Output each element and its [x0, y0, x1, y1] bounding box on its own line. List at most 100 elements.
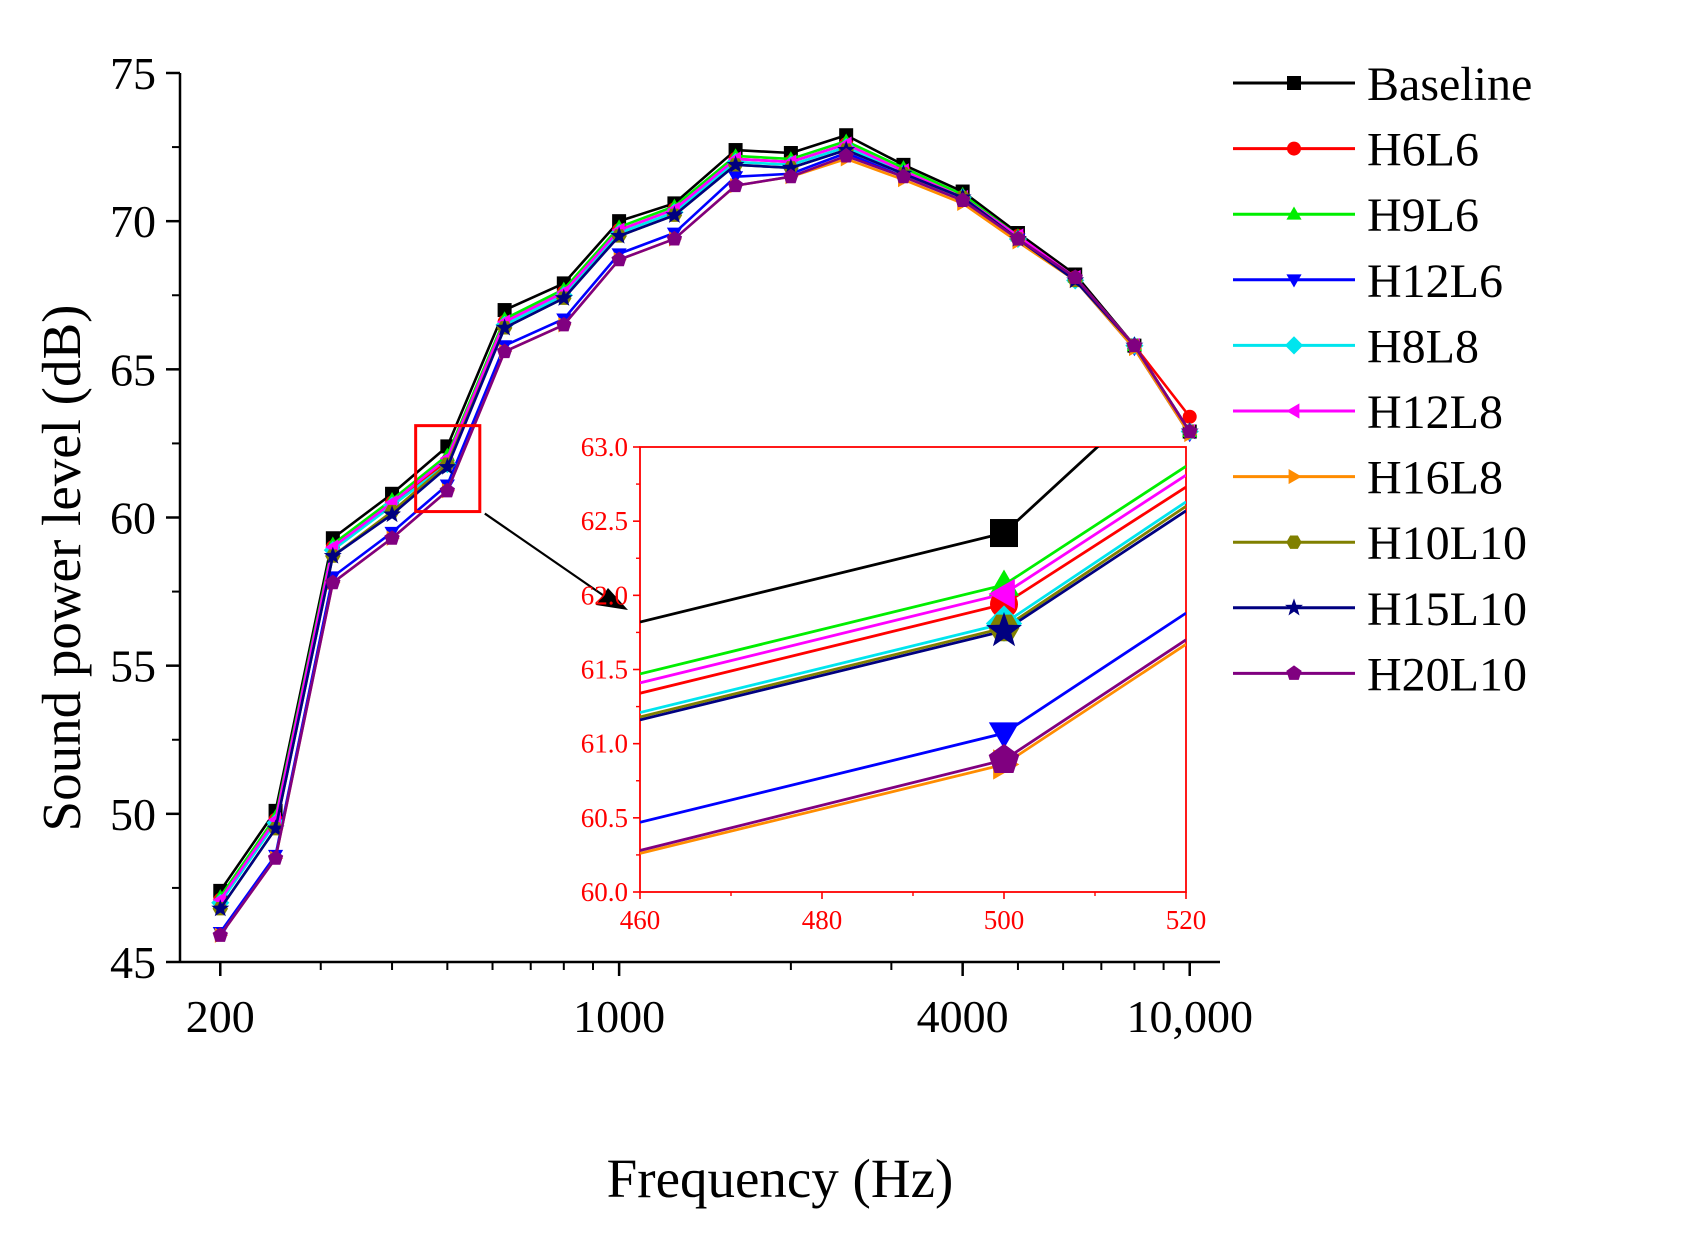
- data-point: [895, 168, 912, 184]
- data-point: [325, 574, 341, 590]
- data-point: [1067, 269, 1083, 284]
- main-plot: 45 50 55 60 65 70 75 200 1000 4000 10,000: [110, 48, 1253, 1042]
- x-tick-label: 10,000: [1126, 991, 1253, 1042]
- x-tick-label: 1000: [573, 991, 665, 1042]
- legend-marker: [1284, 336, 1304, 355]
- legend-marker: [1287, 141, 1301, 156]
- legend-marker: [1286, 206, 1302, 220]
- zoom-arrow-line: [484, 512, 611, 601]
- inset-y-tick-label: 61.5: [581, 655, 628, 685]
- legend-item: Baseline: [1233, 58, 1532, 111]
- legend-label: H16L8: [1367, 452, 1503, 505]
- data-point: [1182, 409, 1197, 424]
- legend-item: H16L8: [1233, 452, 1503, 505]
- data-point: [384, 530, 400, 545]
- data-point: [726, 155, 745, 173]
- inset-data-point: [988, 743, 1020, 774]
- inset-x-tick-label: 480: [802, 905, 843, 935]
- data-point: [438, 457, 457, 475]
- data-point: [266, 819, 285, 837]
- series-line: [219, 154, 1191, 937]
- legend-item: H10L10: [1233, 517, 1527, 570]
- y-tick-label: 55: [110, 641, 156, 692]
- data-point: [554, 288, 573, 306]
- data-point: [1182, 423, 1198, 439]
- legend-item: H12L8: [1233, 386, 1503, 439]
- legend-marker: [1286, 535, 1302, 549]
- legend-label: H12L8: [1367, 386, 1503, 439]
- inset-data-point: [990, 519, 1018, 548]
- zoom-box: [414, 424, 482, 514]
- legend-item: H15L10: [1233, 583, 1527, 636]
- data-point: [211, 899, 230, 917]
- x-tick-label: 200: [186, 991, 255, 1042]
- x-tick-label: 4000: [917, 991, 1009, 1042]
- y-tick-label: 75: [110, 48, 156, 99]
- data-point: [610, 226, 629, 244]
- legend-label: H9L6: [1367, 189, 1479, 242]
- legend-marker: [1287, 76, 1301, 90]
- legend-marker: [1286, 274, 1302, 288]
- inset-x-tick-label: 500: [984, 905, 1025, 935]
- inset-y-tick-label: 62.0: [581, 580, 628, 610]
- data-point: [439, 482, 455, 498]
- data-point: [495, 318, 514, 336]
- inset-y-tick-label: 62.5: [581, 506, 628, 536]
- inset-plot: 60.0 60.5 61.0 61.5 62.0 62.5 63.0 460 480 500 520: [581, 432, 1207, 935]
- data-point: [267, 850, 284, 865]
- inset-y-tick-label: 63.0: [581, 432, 628, 462]
- legend-label: Baseline: [1367, 58, 1532, 111]
- data-point: [1010, 230, 1026, 246]
- x-axis-label: Frequency (Hz): [607, 1148, 954, 1209]
- legend-label: H10L10: [1367, 517, 1527, 570]
- inset-data-point: [988, 722, 1020, 749]
- legend-label: H6L6: [1367, 124, 1479, 177]
- data-point: [496, 343, 513, 359]
- data-point: [611, 251, 627, 267]
- legend-marker: [1288, 469, 1302, 485]
- data-point: [666, 230, 683, 246]
- y-axis-label: Sound power level (dB): [31, 305, 92, 832]
- data-point: [781, 158, 800, 176]
- legend-label: H8L8: [1367, 320, 1479, 373]
- legend-item: H9L6: [1233, 189, 1479, 242]
- inset-frame: [639, 446, 1187, 893]
- zoom-arrow-head: [596, 588, 628, 610]
- data-point: [838, 147, 854, 163]
- zoom-marker: [414, 424, 628, 610]
- y-tick-label: 60: [110, 493, 156, 544]
- series-h20l10: [212, 147, 1198, 942]
- legend: Baseline H6L6 H9L6 H12L6 H8L8 H12L8 H16L8 H10L1…: [1233, 58, 1532, 701]
- data-point: [783, 168, 799, 184]
- y-tick-label: 70: [110, 196, 156, 247]
- inset-x-tick-label: 520: [1166, 905, 1207, 935]
- data-point: [383, 505, 402, 523]
- data-point: [212, 927, 228, 942]
- data-point: [954, 192, 971, 207]
- series-line: [219, 142, 1191, 901]
- legend-marker: [1286, 403, 1300, 419]
- data-point: [665, 205, 684, 223]
- y-tick-label: 65: [110, 344, 156, 395]
- inset-y-tick-label: 60.5: [581, 803, 628, 833]
- legend-item: H6L6: [1233, 124, 1479, 177]
- y-tick-label: 45: [110, 937, 156, 988]
- data-point: [323, 546, 342, 564]
- inset-y-tick-label: 60.0: [581, 877, 628, 907]
- legend-label: H20L10: [1367, 648, 1527, 701]
- y-tick-label: 50: [110, 789, 156, 840]
- legend-label: H15L10: [1367, 583, 1527, 636]
- data-point: [1126, 337, 1143, 353]
- series-line: [219, 133, 1191, 892]
- inset-y-tick-label: 61.0: [581, 729, 628, 759]
- data-point: [497, 303, 512, 318]
- data-point: [727, 177, 744, 193]
- inset-data-point: [986, 612, 1022, 647]
- inset-markers-group: [985, 519, 1023, 780]
- legend-marker: [1286, 665, 1302, 680]
- data-point: [556, 316, 572, 332]
- inset-data-point: [988, 578, 1015, 610]
- legend-label: H12L6: [1367, 255, 1503, 308]
- legend-item: H20L10: [1233, 648, 1527, 701]
